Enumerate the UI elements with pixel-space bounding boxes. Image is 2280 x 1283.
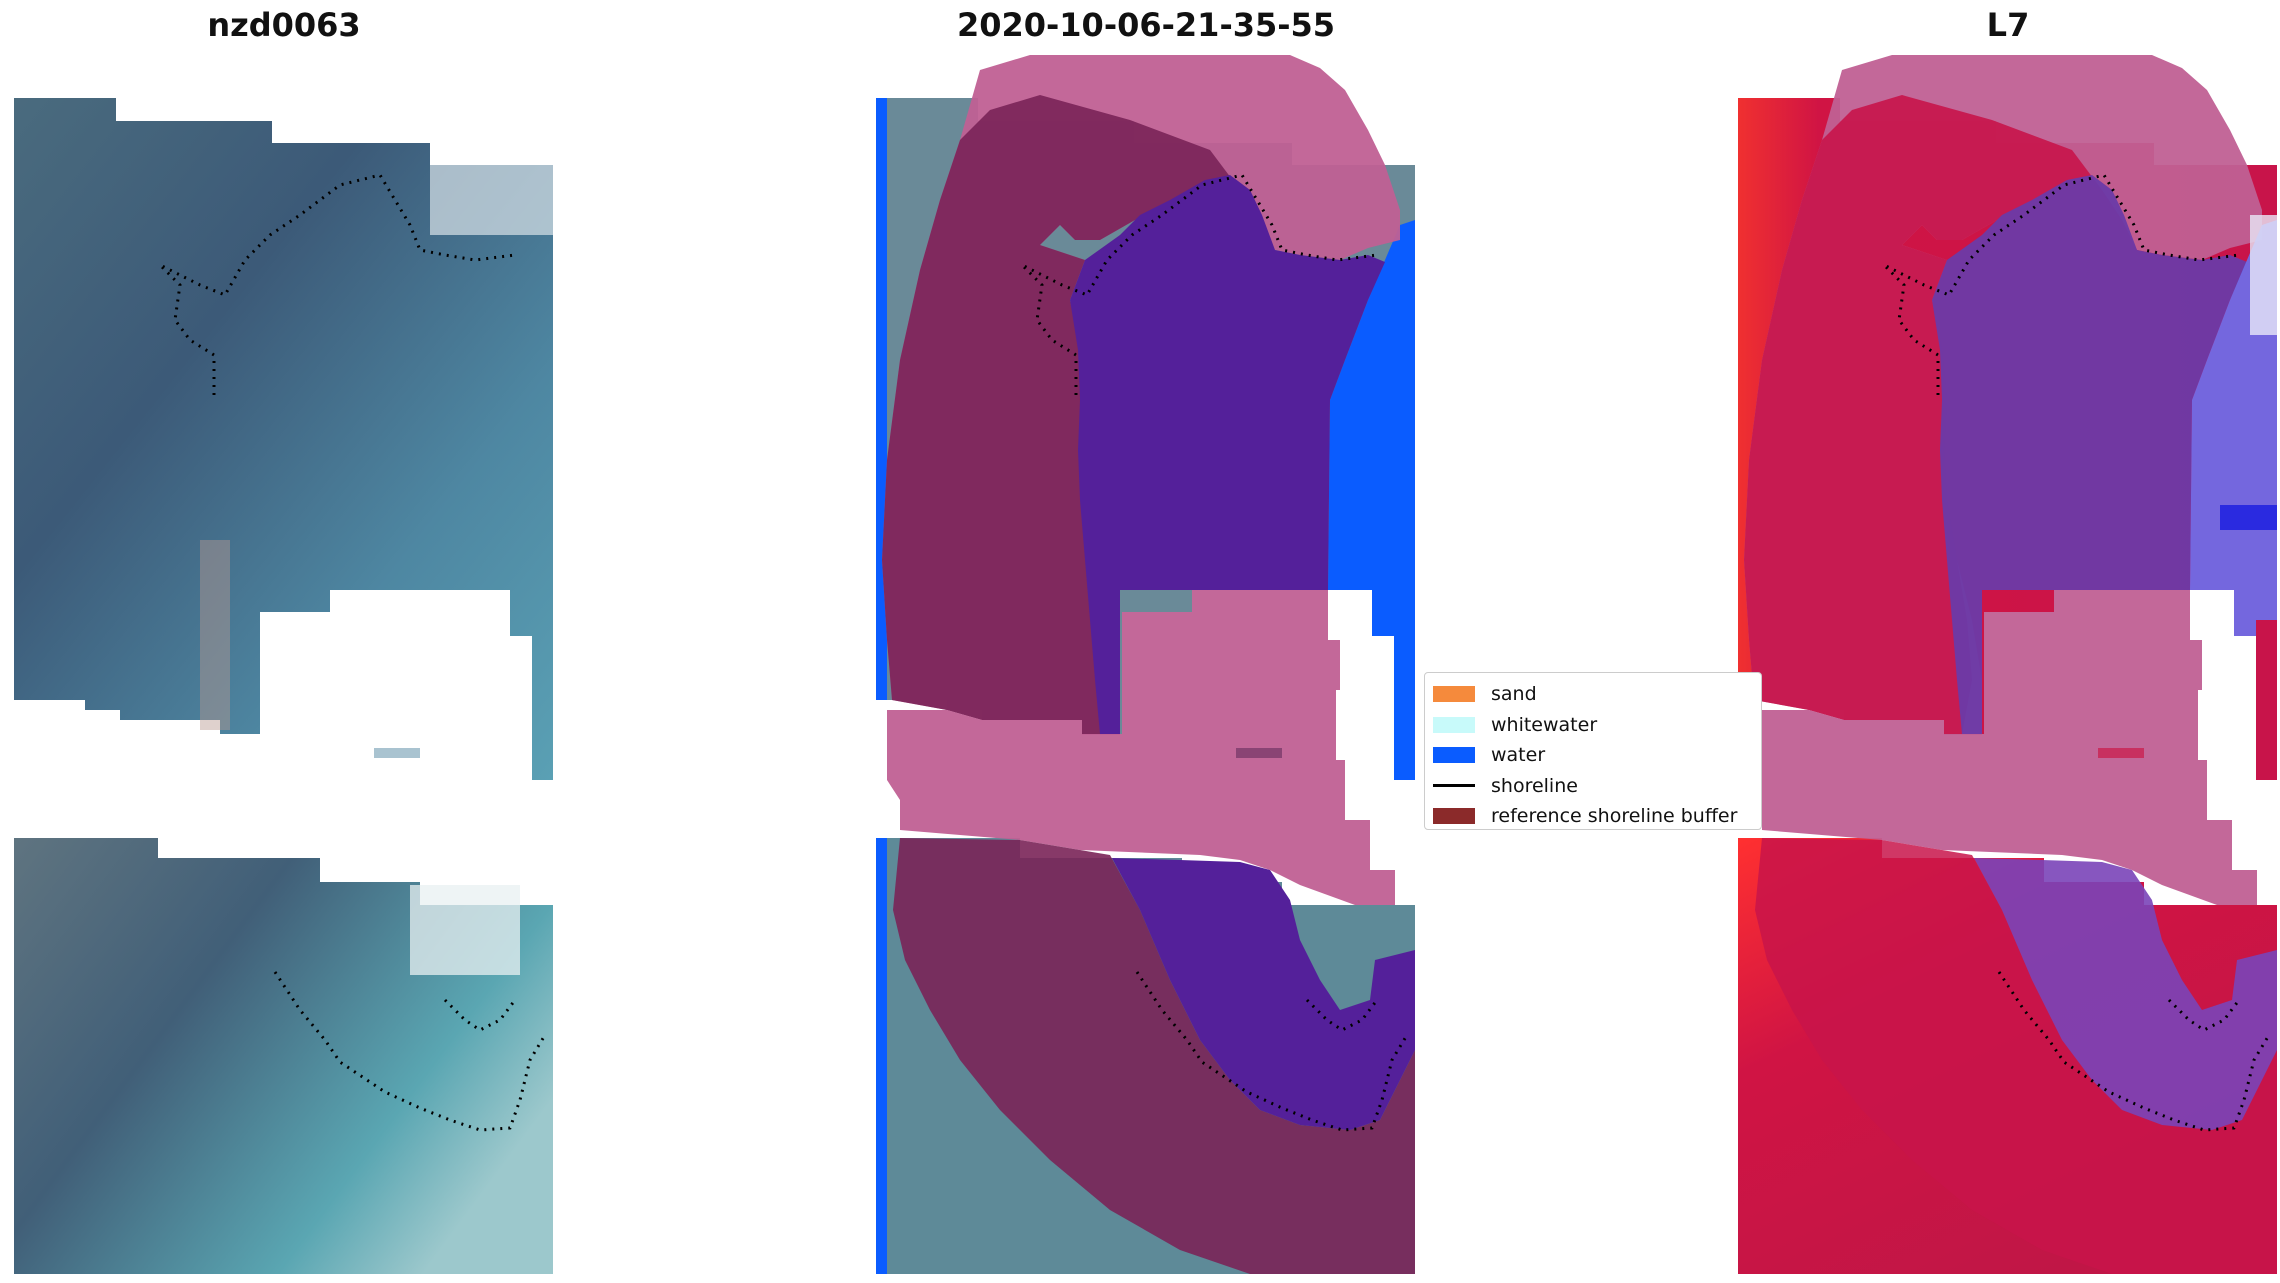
rgb-sand-strip xyxy=(200,540,230,730)
legend-item-whitewater: whitewater xyxy=(1425,710,1761,741)
index-purple-top xyxy=(1932,175,2247,734)
water-strip-right xyxy=(1328,220,1415,780)
legend-swatch-water xyxy=(1433,747,1475,764)
rgb-top-region xyxy=(14,98,553,780)
index-small-pixel xyxy=(2098,748,2144,758)
legend-label: whitewater xyxy=(1491,713,1598,736)
reference-shoreline-buffer-bottom xyxy=(893,838,1415,1274)
panel-title-classification: 2020-10-06-21-35-55 xyxy=(956,6,1336,44)
water-overlay-top xyxy=(1070,175,1385,734)
reference-shoreline-buffer-overlay xyxy=(882,95,1240,734)
water-overlay-bottom xyxy=(1112,858,1415,1130)
panel-title-rgb: nzd0063 xyxy=(207,6,361,44)
index-blue-deep xyxy=(2220,505,2277,530)
shoreline-index-top xyxy=(1882,173,2240,395)
legend-line-shoreline xyxy=(1433,784,1475,788)
legend-label: shoreline xyxy=(1491,774,1578,797)
rgb-small-pixel xyxy=(374,748,420,758)
legend-label: sand xyxy=(1491,683,1537,706)
legend-label: reference shoreline buffer xyxy=(1491,805,1738,828)
legend-item-water: water xyxy=(1425,740,1761,771)
rgb-image-panel xyxy=(14,98,553,1274)
rgb-haze-patch-bottom xyxy=(410,885,520,975)
class-small-pixel xyxy=(1236,748,1282,758)
index-inner-red xyxy=(1744,95,2102,734)
legend-label: water xyxy=(1491,744,1546,767)
water-strip-left-bottom xyxy=(876,838,887,1274)
legend-swatch-buffer xyxy=(1433,808,1475,825)
legend-swatch-whitewater xyxy=(1433,716,1475,733)
index-inner-red-bottom xyxy=(1755,838,2277,1274)
legend-item-shoreline: shoreline xyxy=(1425,771,1761,802)
index-white-haze xyxy=(2250,215,2277,335)
shoreline-class-top xyxy=(1020,173,1378,395)
legend-item-sand: sand xyxy=(1425,679,1761,710)
reference-shoreline-buffer-middle xyxy=(887,590,1395,905)
index-purple-bottom xyxy=(1974,858,2277,1130)
panel-title-index: L7 xyxy=(1986,6,2030,44)
rgb-haze-patch xyxy=(430,165,553,235)
legend-item-reference-shoreline-buffer: reference shoreline buffer xyxy=(1425,801,1761,832)
index-buffer-middle xyxy=(1749,590,2257,905)
legend: sand whitewater water shoreline referenc… xyxy=(1424,672,1762,830)
water-strip-left xyxy=(876,98,887,700)
classification-panel xyxy=(876,55,1415,1274)
index-image-panel xyxy=(1738,55,2277,1274)
shoreline-rgb-top xyxy=(158,173,516,395)
legend-swatch-sand xyxy=(1433,686,1475,703)
